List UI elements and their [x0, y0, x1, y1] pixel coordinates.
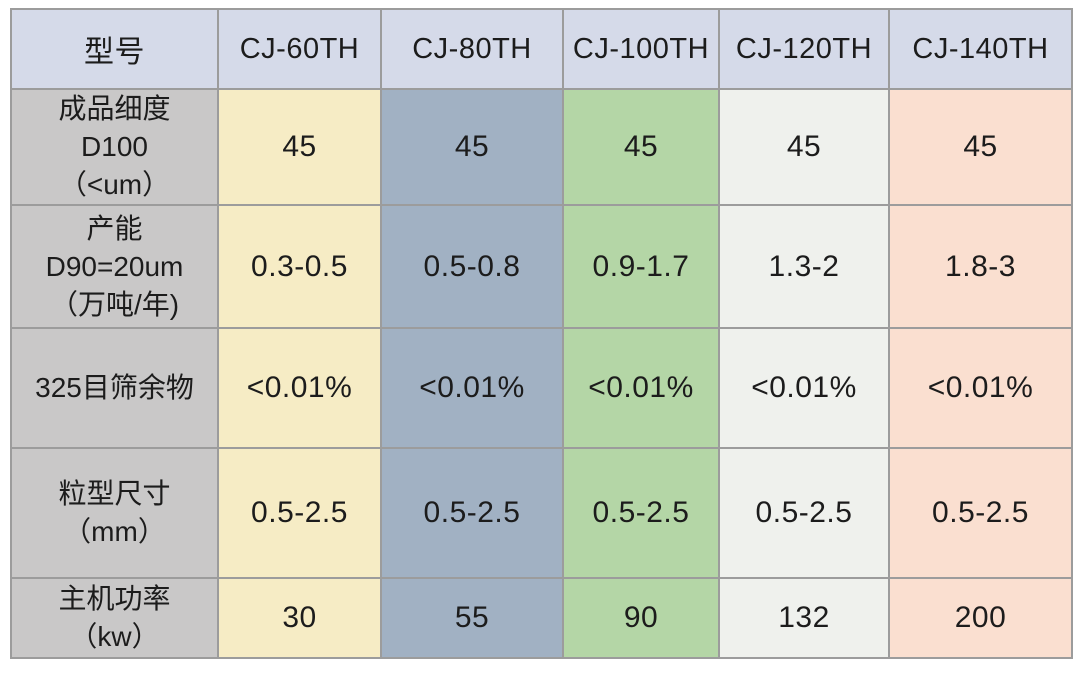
- header-model-cj-60th: CJ-60TH: [217, 8, 382, 90]
- value-cell: <0.01%: [718, 327, 890, 450]
- value-cell: <0.01%: [888, 327, 1073, 450]
- row-label-finished-fineness: 成品细度 D100 （<um）: [10, 87, 219, 207]
- value-cell: 0.5-2.5: [562, 447, 720, 580]
- row-label-particle-size: 粒型尺寸 （mm）: [10, 447, 219, 580]
- value-cell: 0.5-2.5: [718, 447, 890, 580]
- header-model-label: 型号: [10, 8, 219, 90]
- value-cell: <0.01%: [217, 327, 382, 450]
- header-model-cj-80th: CJ-80TH: [380, 8, 564, 90]
- value-cell: 0.5-2.5: [217, 447, 382, 580]
- value-cell: 132: [718, 577, 890, 660]
- row-finished-fineness: 成品细度 D100 （<um） 45 45 45 45 45: [10, 87, 1073, 207]
- value-cell: 55: [380, 577, 564, 660]
- value-cell: 45: [217, 87, 382, 207]
- value-cell: 45: [718, 87, 890, 207]
- value-cell: 1.8-3: [888, 204, 1073, 330]
- header-model-cj-100th: CJ-100TH: [562, 8, 720, 90]
- row-label-sieve-residue: 325目筛余物: [10, 327, 219, 450]
- row-main-power: 主机功率 （kw） 30 55 90 132 200: [10, 577, 1073, 660]
- header-model-cj-120th: CJ-120TH: [718, 8, 890, 90]
- value-cell: 30: [217, 577, 382, 660]
- value-cell: <0.01%: [380, 327, 564, 450]
- value-cell: 0.9-1.7: [562, 204, 720, 330]
- value-cell: 1.3-2: [718, 204, 890, 330]
- product-spec-table: 型号 CJ-60TH CJ-80TH CJ-100TH CJ-120TH CJ-…: [10, 8, 1073, 660]
- value-cell: 45: [562, 87, 720, 207]
- value-cell: 0.5-2.5: [888, 447, 1073, 580]
- value-cell: <0.01%: [562, 327, 720, 450]
- value-cell: 0.5-2.5: [380, 447, 564, 580]
- row-sieve-residue: 325目筛余物 <0.01% <0.01% <0.01% <0.01% <0.0…: [10, 327, 1073, 450]
- header-model-cj-140th: CJ-140TH: [888, 8, 1073, 90]
- value-cell: 90: [562, 577, 720, 660]
- row-capacity: 产能 D90=20um （万吨/年) 0.3-0.5 0.5-0.8 0.9-1…: [10, 204, 1073, 330]
- value-cell: 45: [380, 87, 564, 207]
- value-cell: 200: [888, 577, 1073, 660]
- header-row: 型号 CJ-60TH CJ-80TH CJ-100TH CJ-120TH CJ-…: [10, 8, 1073, 90]
- row-label-main-power: 主机功率 （kw）: [10, 577, 219, 660]
- value-cell: 0.5-0.8: [380, 204, 564, 330]
- value-cell: 45: [888, 87, 1073, 207]
- value-cell: 0.3-0.5: [217, 204, 382, 330]
- row-label-capacity: 产能 D90=20um （万吨/年): [10, 204, 219, 330]
- row-particle-size: 粒型尺寸 （mm） 0.5-2.5 0.5-2.5 0.5-2.5 0.5-2.…: [10, 447, 1073, 580]
